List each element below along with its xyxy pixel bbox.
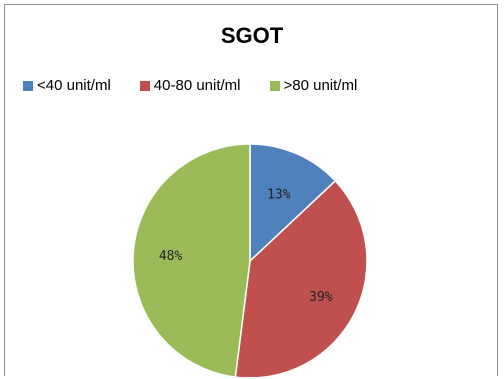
legend: <40 unit/ml 40-80 unit/ml >80 unit/ml <box>23 77 386 94</box>
legend-label-lt40: <40 unit/ml <box>37 77 111 94</box>
data-label-gt80: 48% <box>159 249 183 264</box>
legend-item-40-80: 40-80 unit/ml <box>139 77 241 94</box>
legend-item-gt80: >80 unit/ml <box>269 77 358 94</box>
pie-slice-gt80 <box>132 143 251 377</box>
legend-label-40-80: 40-80 unit/ml <box>153 77 241 94</box>
chart-title: SGOT <box>220 23 284 48</box>
legend-swatch-lt40 <box>23 80 33 91</box>
pie-chart: 13% 39% 48% <box>132 143 368 377</box>
chart-area: SGOT <40 unit/ml 40-80 unit/ml >80 unit/… <box>4 4 498 377</box>
pie-slice-40-80 <box>234 179 368 377</box>
legend-item-lt40: <40 unit/ml <box>23 77 111 94</box>
pie-slice-lt40 <box>249 143 337 263</box>
legend-swatch-40-80 <box>139 80 150 91</box>
legend-label-gt80: >80 unit/ml <box>283 77 358 94</box>
data-label-40-80: 39% <box>309 290 333 305</box>
legend-swatch-gt80 <box>269 80 280 91</box>
data-label-lt40: 13% <box>267 187 291 202</box>
